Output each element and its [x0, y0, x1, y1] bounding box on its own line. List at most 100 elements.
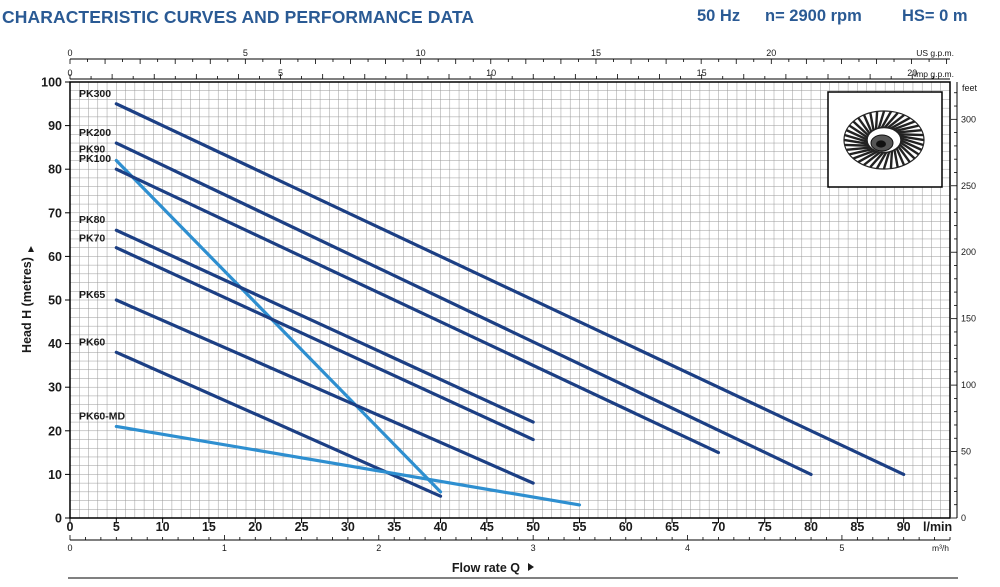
imp-gpm-tick-label: 0 — [67, 68, 72, 78]
impeller-blade — [898, 143, 916, 160]
feet-tick-label: 50 — [961, 447, 971, 457]
imp-gpm-tick-label: 20 — [907, 68, 917, 78]
us-gpm-tick-label: 20 — [766, 48, 776, 58]
impeller-blade — [882, 150, 891, 170]
impeller-bore — [876, 140, 886, 148]
impeller-blade — [888, 116, 911, 131]
suction-head-label: HS= 0 m — [902, 7, 968, 25]
impeller-blade — [852, 148, 877, 160]
m3h-tick-label: 1 — [222, 543, 227, 553]
impeller-blade — [891, 120, 916, 132]
impeller-blade — [874, 111, 879, 131]
impeller-blade — [857, 117, 872, 135]
curve-pk65 — [114, 298, 535, 485]
curve-pk60-md — [114, 424, 582, 507]
imp-gpm-tick-label: 15 — [697, 68, 707, 78]
x-tick-label: 60 — [619, 520, 633, 534]
impeller-blade — [869, 150, 885, 168]
impeller-blade — [844, 133, 869, 144]
y-tick-label: 0 — [55, 512, 62, 526]
x-tick-label: 80 — [804, 520, 818, 534]
y-axis-label: Head H (metres) — [20, 257, 34, 353]
x-tick-label: 35 — [387, 520, 401, 534]
impeller-rim — [843, 110, 925, 170]
x-tick-label: 85 — [850, 520, 864, 534]
impeller-blade — [896, 128, 922, 134]
impeller-blade — [893, 148, 899, 168]
axes: 0 5 10 15 20 25 30 35 40 45 50 55 60 65 70 75 80 85 900102… — [41, 48, 976, 553]
feet-tick-label: 150 — [961, 314, 976, 324]
y-tick-label: 90 — [48, 119, 62, 133]
x-tick-label: 65 — [665, 520, 679, 534]
x-tick-label: 10 — [156, 520, 170, 534]
y-tick-label: 40 — [48, 337, 62, 351]
impeller-blade — [899, 136, 924, 147]
us-gpm-tick-label: 5 — [243, 48, 248, 58]
x-tick-label: 30 — [341, 520, 355, 534]
y-tick-label: 50 — [48, 294, 62, 308]
impeller-blade — [898, 134, 925, 142]
x-tick-label: 25 — [295, 520, 309, 534]
y-tick-label: 20 — [48, 424, 62, 438]
m3h-tick-label: 4 — [685, 543, 690, 553]
x-tick-label: 15 — [202, 520, 216, 534]
impeller-blade — [897, 133, 924, 137]
series-label-pk90: PK90 — [79, 143, 105, 155]
m3h-tick-label: 2 — [376, 543, 381, 553]
impeller-blade — [869, 112, 875, 132]
us-gpm-tick-label: 15 — [591, 48, 601, 58]
curve-pk200 — [114, 141, 813, 476]
impeller-blade — [862, 114, 873, 134]
m3h-tick-label: 3 — [531, 543, 536, 553]
series-label-pk60-md: PK60-MD — [79, 410, 126, 422]
series-label-pk65: PK65 — [79, 289, 105, 301]
x-unit-imp-gpm: Imp g.p.m. — [914, 69, 954, 79]
series-label-pk200: PK200 — [79, 127, 111, 139]
series-label-pk100: PK100 — [79, 153, 111, 165]
impeller-blade — [875, 150, 888, 169]
impeller-blade — [894, 124, 919, 133]
y-unit-feet: feet — [962, 83, 978, 93]
x-axis-arrow-icon — [528, 563, 534, 571]
imp-gpm-tick-label: 10 — [486, 68, 496, 78]
impeller-blade — [844, 143, 871, 147]
y-tick-label: 10 — [48, 468, 62, 482]
impeller-blade — [852, 120, 870, 137]
curve-pk80 — [114, 228, 535, 424]
feet-tick-label: 250 — [961, 181, 976, 191]
curve-pk90 — [114, 158, 443, 494]
feet-tick-label: 0 — [961, 513, 966, 523]
impeller-blade — [846, 146, 872, 152]
speed-label: n= 2900 rpm — [765, 7, 862, 25]
x-tick-label: 20 — [248, 520, 262, 534]
x-tick-label: 75 — [758, 520, 772, 534]
y-tick-label: 60 — [48, 250, 62, 264]
feet-tick-label: 200 — [961, 247, 976, 257]
x-unit-m3h: m³/h — [932, 543, 949, 553]
series-label-pk60: PK60 — [79, 336, 105, 348]
y-tick-label: 70 — [48, 206, 62, 220]
curve-pk100 — [114, 167, 721, 455]
impeller-blade — [843, 138, 870, 146]
impeller-blade — [880, 111, 893, 130]
impeller-blade — [889, 149, 894, 169]
impeller-blade — [883, 112, 899, 130]
x-axis-label: Flow rate Q — [452, 561, 520, 575]
x-tick-label: 70 — [711, 520, 725, 534]
grid — [69, 81, 951, 519]
x-tick-label: 0 — [67, 520, 74, 534]
x-tick-label: 5 — [113, 520, 120, 534]
y-tick-label: 80 — [48, 163, 62, 177]
x-tick-label: 45 — [480, 520, 494, 534]
impeller-blade — [899, 140, 920, 156]
m3h-tick-label: 5 — [839, 543, 844, 553]
m3h-tick-label: 0 — [67, 543, 72, 553]
impeller-blade — [895, 146, 906, 166]
us-gpm-tick-label: 0 — [67, 48, 72, 58]
x-unit-us-gpm: US g.p.m. — [916, 48, 954, 58]
impeller-blade — [886, 114, 905, 130]
x-tick-label: 90 — [897, 520, 911, 534]
x-unit-lmin: l/min — [923, 520, 952, 534]
